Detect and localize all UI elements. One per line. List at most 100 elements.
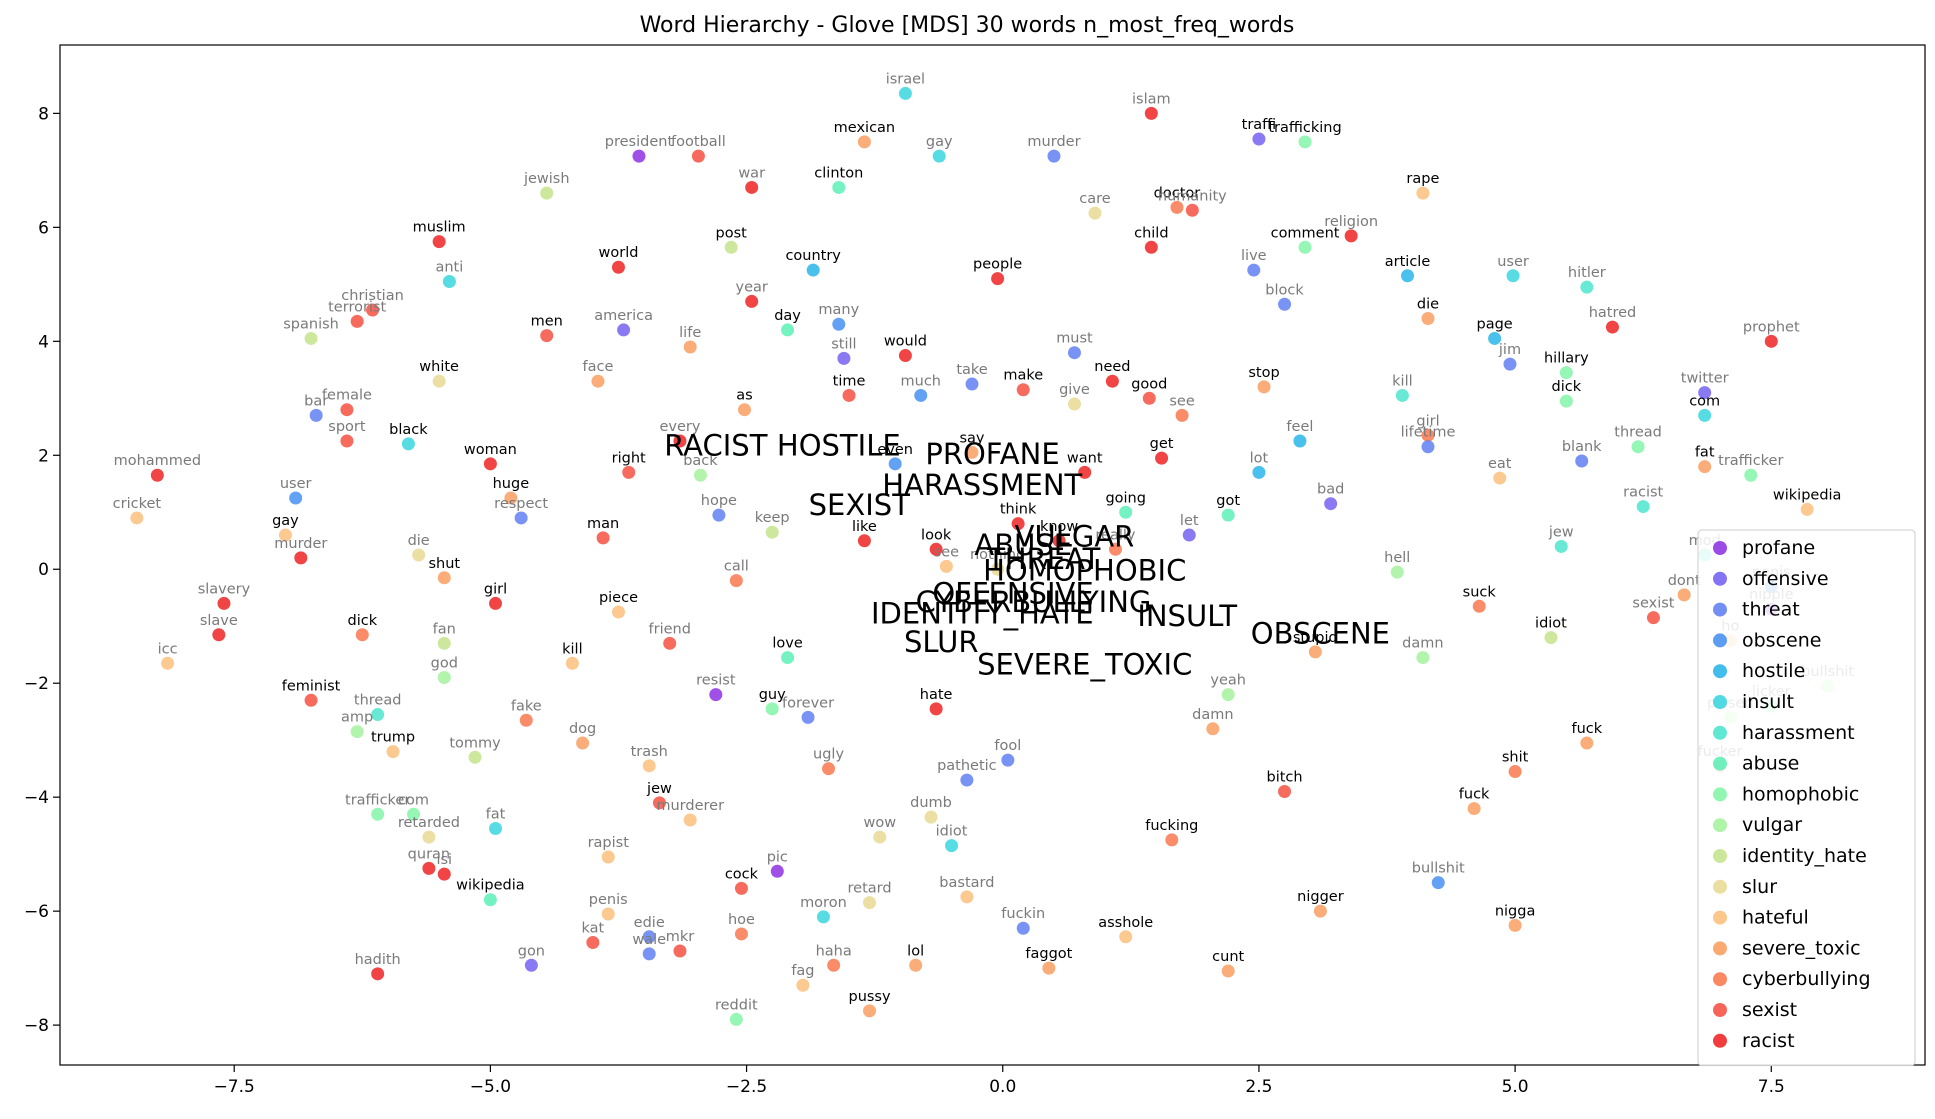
point-word-label: rape — [1406, 171, 1439, 187]
point-cyberbullying — [355, 628, 369, 642]
point-racist — [929, 702, 943, 716]
point-abuse — [781, 651, 795, 665]
point-word-label: give — [1059, 382, 1090, 398]
point-word-label: gay — [926, 134, 953, 150]
point-word-label: prophet — [1743, 319, 1800, 335]
point-threat — [1575, 454, 1589, 468]
point-obscene — [289, 491, 303, 505]
point-insult — [898, 86, 912, 100]
point-threat — [642, 947, 656, 961]
point-threat — [1278, 297, 1292, 311]
point-hateful — [1800, 502, 1814, 516]
point-word-label: world — [599, 245, 639, 261]
point-word-label: hitler — [1568, 265, 1606, 281]
point-hateful — [796, 978, 810, 992]
point-threat — [1016, 921, 1030, 935]
point-abuse — [781, 323, 795, 337]
legend-marker-homophobic — [1713, 787, 1727, 802]
point-word-label: hope — [701, 493, 737, 509]
point-cyberbullying — [1108, 542, 1122, 556]
point-homophobic — [1298, 240, 1312, 254]
point-offensive — [1182, 528, 1196, 542]
point-word-label: comment — [1271, 225, 1340, 241]
point-sexist — [350, 314, 364, 328]
point-word-label: bitch — [1266, 769, 1302, 785]
legend-marker-hateful — [1713, 910, 1727, 925]
point-word-label: idiot — [936, 824, 968, 840]
point-word-label: fake — [511, 698, 542, 714]
legend-label-offensive: offensive — [1742, 568, 1829, 590]
point-word-label: damn — [1402, 636, 1443, 652]
point-sexist — [366, 303, 380, 317]
point-word-label: murder — [274, 536, 327, 552]
legend-label-profane: profane — [1742, 537, 1815, 559]
point-insult — [816, 910, 830, 924]
point-word-label: wale — [632, 932, 666, 948]
point-word-label: fuckin — [1001, 906, 1045, 922]
point-word-label: yeah — [1210, 673, 1246, 689]
point-word-label: fuck — [1459, 787, 1490, 803]
point-severe_toxic — [1221, 964, 1235, 978]
point-word-label: lol — [907, 943, 924, 959]
point-homophobic — [1298, 135, 1312, 149]
point-abuse — [483, 893, 497, 907]
point-word-label: america — [594, 308, 653, 324]
point-vulgar — [1390, 565, 1404, 579]
point-sexist — [1646, 611, 1660, 625]
y-tick-label: 2 — [38, 446, 49, 466]
point-threat — [1067, 346, 1081, 360]
point-word-label: rapist — [588, 835, 630, 851]
point-racist — [929, 542, 943, 556]
point-word-label: nigger — [1297, 889, 1344, 905]
point-racist — [432, 235, 446, 249]
point-word-label: woman — [464, 442, 517, 458]
point-racist — [611, 260, 625, 274]
point-word-label: isi — [436, 852, 452, 868]
chart-title: Word Hierarchy - Glove [MDS] 30 words n_… — [640, 13, 1295, 38]
point-slur — [991, 562, 1005, 576]
point-sexist — [734, 881, 748, 895]
point-word-label: even — [877, 442, 913, 458]
point-word-label: know — [1040, 519, 1078, 535]
point-sexist — [340, 434, 354, 448]
point-word-label: faggot — [1025, 946, 1072, 962]
y-tick-label: −2 — [24, 674, 49, 694]
point-word-label: say — [959, 430, 984, 446]
point-word-label: dog — [569, 721, 596, 737]
point-cyberbullying — [822, 762, 836, 776]
point-hostile — [1488, 331, 1502, 345]
point-word-label: penis — [589, 892, 628, 908]
category-label: SLUR — [904, 625, 979, 659]
point-racist — [489, 596, 503, 610]
point-word-label: hillary — [1544, 351, 1589, 367]
point-word-label: muslim — [413, 220, 466, 236]
legend-label-obscene: obscene — [1742, 629, 1821, 651]
point-word-label: quran — [408, 846, 450, 862]
legend-marker-racist — [1713, 1033, 1727, 1048]
legend-marker-sexist — [1713, 1003, 1727, 1017]
point-word-label: hell — [1384, 550, 1410, 566]
category-label: RACIST — [664, 428, 768, 462]
point-word-label: cock — [725, 866, 759, 882]
point-word-label: user — [280, 476, 312, 492]
point-word-label: people — [973, 257, 1022, 273]
point-threat — [642, 930, 656, 944]
point-word-label: retard — [848, 881, 892, 897]
category-label: PROFANE — [925, 437, 1059, 471]
point-word-label: sport — [328, 419, 366, 435]
point-racist — [898, 349, 912, 363]
legend-label-sexist: sexist — [1742, 999, 1797, 1021]
point-vulgar — [693, 468, 707, 482]
point-word-label: look — [921, 527, 952, 543]
point-word-label: edie — [634, 915, 665, 931]
point-harassment — [371, 708, 385, 722]
point-word-label: article — [1385, 254, 1431, 270]
point-word-label: fan — [433, 621, 456, 637]
point-harassment — [1580, 280, 1594, 294]
point-sexist — [652, 796, 666, 810]
point-word-label: fucking — [1145, 818, 1198, 834]
legend-marker-slur — [1713, 879, 1727, 894]
point-threat — [712, 508, 726, 522]
